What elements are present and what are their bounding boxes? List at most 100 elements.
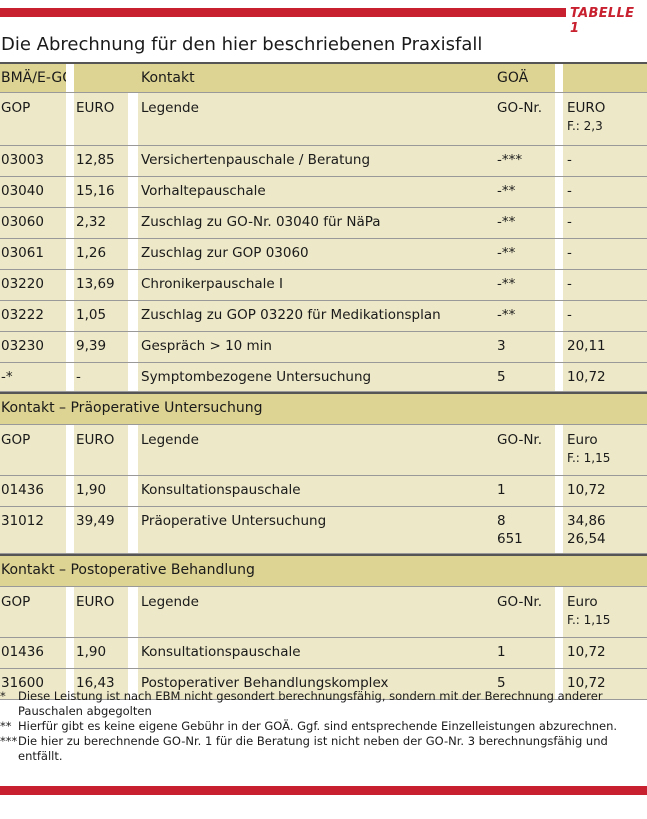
table-rule bbox=[0, 424, 647, 425]
table-rule bbox=[0, 506, 647, 507]
row-goeuro: - bbox=[563, 270, 647, 300]
footnote-mark: * bbox=[0, 689, 6, 703]
row-goeuro: - bbox=[563, 177, 647, 207]
col-euro-factor: Euro F.: 1,15 bbox=[563, 425, 647, 475]
col-legende: Legende bbox=[141, 594, 199, 610]
gap bbox=[66, 93, 74, 145]
gap bbox=[555, 177, 563, 207]
gap bbox=[66, 669, 74, 699]
row-gonr-value: 3 bbox=[497, 338, 506, 354]
gap bbox=[128, 332, 138, 362]
row-gonr-value: 1 bbox=[497, 482, 506, 498]
row-euro: 9,39 bbox=[76, 338, 107, 354]
footnote-text: Diese Leistung ist nach EBM nicht gesond… bbox=[18, 689, 603, 718]
table-rule bbox=[0, 391, 647, 392]
row-legende: Konsultationspauschale bbox=[138, 476, 494, 506]
col-gop: GOP bbox=[1, 100, 31, 116]
table-row: 03061 1,26 Zuschlag zur GOP 03060 -** - bbox=[0, 239, 647, 269]
row-gonr: -** bbox=[494, 208, 555, 238]
bottom-accent-bar bbox=[0, 786, 647, 795]
table-row: 03222 1,05 Zuschlag zu GOP 03220 für Medik… bbox=[0, 301, 647, 331]
table-rule bbox=[0, 668, 647, 669]
row-goeuro: - bbox=[563, 301, 647, 331]
gap bbox=[66, 332, 74, 362]
table-row: 03040 15,16 Vorhaltepauschale -** - bbox=[0, 177, 647, 207]
row-gop: 03222 bbox=[1, 307, 44, 323]
table-rule bbox=[0, 176, 647, 177]
row-gonr: 3 bbox=[494, 332, 555, 362]
footnote: * Diese Leistung ist nach EBM nicht geson… bbox=[0, 689, 647, 719]
row-legende: Konsultationspauschale bbox=[138, 638, 494, 668]
table-row: 03003 12,85 Versichertenpauschale / Beratu… bbox=[0, 146, 647, 176]
gap bbox=[555, 208, 563, 238]
table-row: -* - Symptombezogene Untersuchung 5 10,72 bbox=[0, 363, 647, 391]
row-goeuro-value: 10,72 bbox=[567, 644, 606, 660]
gap bbox=[555, 93, 563, 145]
row-gonr: -** bbox=[494, 239, 555, 269]
row-gop: 03230 bbox=[1, 338, 44, 354]
table-row: 31012 39,49 Präoperative Untersuchung 8 651 3… bbox=[0, 507, 647, 553]
gap bbox=[555, 507, 563, 553]
row-euro: 1,90 bbox=[76, 482, 107, 498]
top-accent-bar bbox=[0, 8, 566, 17]
gap bbox=[555, 64, 563, 92]
row-gonr: 5 bbox=[494, 669, 555, 699]
header-spacer bbox=[563, 64, 647, 92]
col-gonr: GO-Nr. bbox=[497, 594, 543, 610]
table-row: 01436 1,90 Konsultationspauschale 1 10,72 bbox=[0, 476, 647, 506]
header-kontakt: Kontakt bbox=[141, 70, 195, 86]
gap bbox=[555, 146, 563, 176]
row-goeuro-value: - bbox=[567, 307, 572, 323]
table-rule bbox=[0, 475, 647, 476]
header-goa: GOÄ bbox=[497, 70, 529, 86]
row-gop: 31012 bbox=[1, 513, 44, 529]
col-euro: Euro bbox=[567, 594, 598, 610]
row-euro: 15,16 bbox=[76, 183, 115, 199]
row-gop: 03003 bbox=[1, 152, 44, 168]
row-goeuro: 10,72 bbox=[563, 638, 647, 668]
gap bbox=[128, 177, 138, 207]
row-euro: 2,32 bbox=[76, 214, 107, 230]
section-heading-text: Kontakt – Präoperative Untersuchung bbox=[1, 400, 263, 416]
col-gonr: GO-Nr. bbox=[497, 100, 543, 116]
row-gonr-value-2: 651 bbox=[497, 531, 523, 547]
table-rule bbox=[0, 269, 647, 270]
col-legende: Legende bbox=[141, 100, 199, 116]
row-gonr-value: -** bbox=[497, 214, 516, 230]
col-euro-bma: EURO bbox=[76, 100, 115, 116]
row-goeuro: - bbox=[563, 208, 647, 238]
table-rule bbox=[0, 392, 647, 394]
table-rule bbox=[0, 92, 647, 93]
row-goeuro-value: - bbox=[567, 245, 572, 261]
row-gonr-value: -** bbox=[497, 276, 516, 292]
col-euro-bma: EURO bbox=[76, 432, 115, 448]
row-goeuro-value: 10,72 bbox=[567, 675, 606, 691]
table-row: 31600 16,43 Postoperativer Behandlungskomp… bbox=[0, 669, 647, 699]
table-rule bbox=[0, 145, 647, 146]
footnote-text: Hierfür gibt es keine eigene Gebühr in d… bbox=[18, 719, 618, 733]
gap bbox=[555, 476, 563, 506]
row-euro: 1,05 bbox=[76, 307, 107, 323]
section-heading-text: Kontakt – Postoperative Behandlung bbox=[1, 562, 255, 578]
col-legende: Legende bbox=[141, 432, 199, 448]
row-gop: 01436 bbox=[1, 482, 44, 498]
row-goeuro: 10,72 bbox=[563, 363, 647, 391]
row-gonr: 5 bbox=[494, 363, 555, 391]
row-gonr: -*** bbox=[494, 146, 555, 176]
row-legende: Symptombezogene Untersuchung bbox=[138, 363, 494, 391]
row-legende: Präoperative Untersuchung bbox=[138, 507, 494, 553]
gap bbox=[66, 507, 74, 553]
row-goeuro: - bbox=[563, 239, 647, 269]
table-rule bbox=[0, 362, 647, 363]
gap bbox=[128, 93, 138, 145]
table-rule bbox=[0, 553, 647, 554]
row-euro: - bbox=[76, 369, 81, 385]
row-euro: 39,49 bbox=[76, 513, 115, 529]
gap bbox=[66, 146, 74, 176]
footnote: *** Die hier zu berechnende GO-Nr. 1 für … bbox=[0, 734, 647, 764]
row-legende: Vorhaltepauschale bbox=[138, 177, 494, 207]
table-row: 03230 9,39 Gespräch > 10 min 3 20,11 bbox=[0, 332, 647, 362]
gap bbox=[128, 301, 138, 331]
gap bbox=[555, 301, 563, 331]
footnote: ** Hierfür gibt es keine eigene Gebühr in… bbox=[0, 719, 647, 734]
